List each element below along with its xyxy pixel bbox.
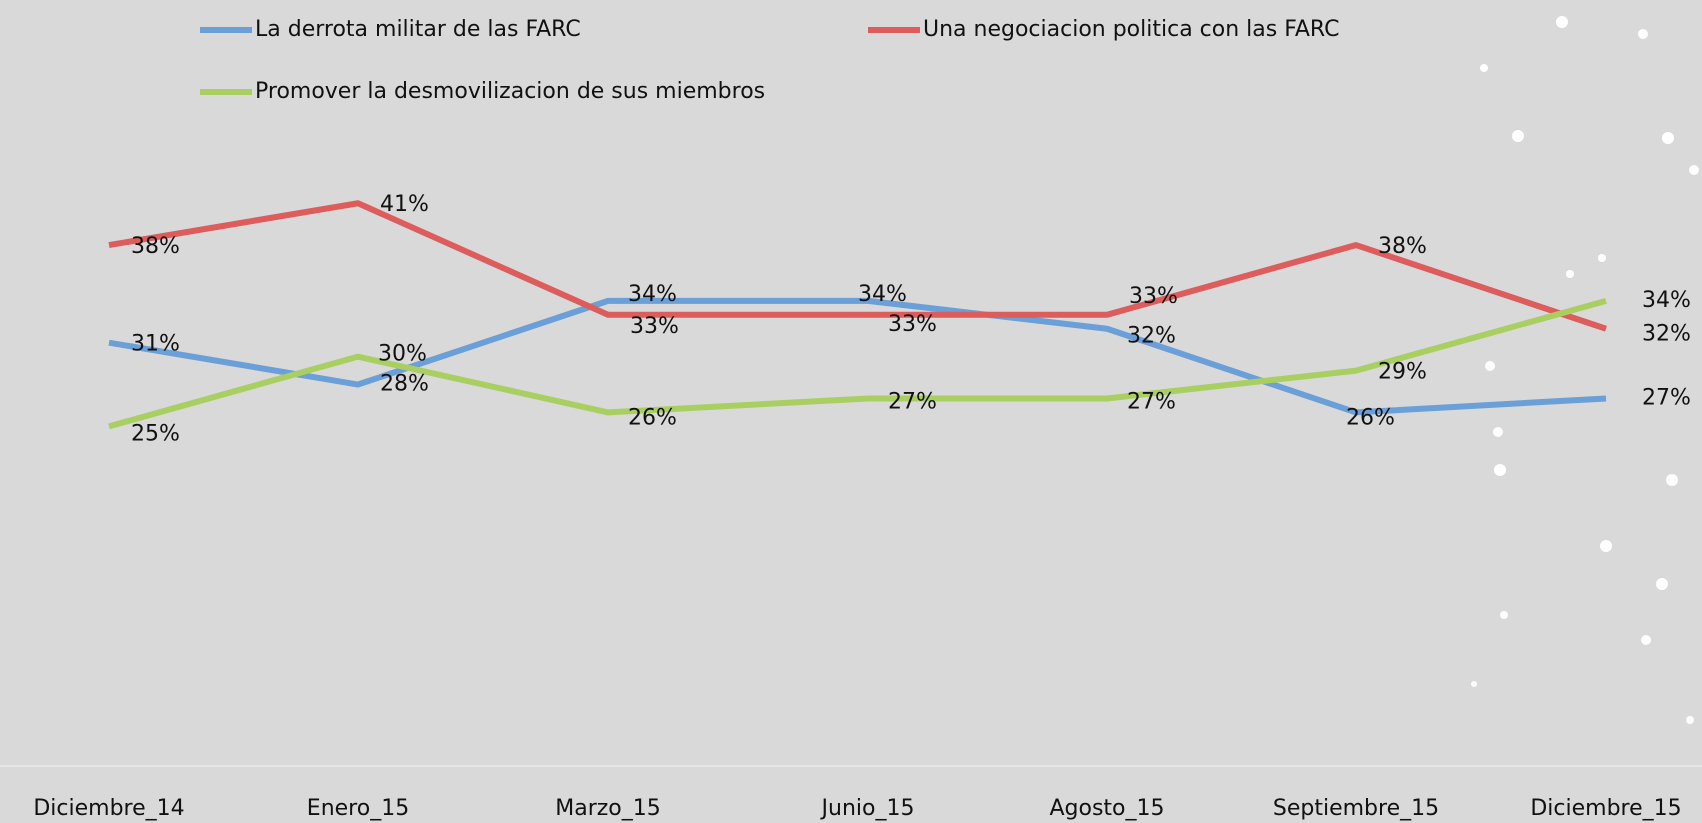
data-label: 33% bbox=[888, 312, 937, 337]
data-label: 32% bbox=[1642, 322, 1691, 347]
data-label: 31% bbox=[131, 332, 180, 357]
x-tick-label: Septiembre_15 bbox=[1273, 796, 1439, 821]
data-label: 32% bbox=[1127, 324, 1176, 349]
x-tick-label: Diciembre_14 bbox=[33, 796, 184, 821]
data-label: 27% bbox=[1642, 385, 1691, 410]
background bbox=[0, 0, 1702, 823]
x-tick-label: Junio_15 bbox=[820, 796, 915, 821]
chart: Diciembre_14 Enero_15 Marzo_15 Junio_15 Agos… bbox=[0, 0, 1702, 823]
x-tick-label: Marzo_15 bbox=[555, 796, 661, 821]
data-label: 27% bbox=[888, 389, 937, 414]
x-tick-label: Enero_15 bbox=[307, 796, 409, 821]
data-label: 38% bbox=[131, 234, 180, 259]
x-tick-label: Diciembre_15 bbox=[1530, 796, 1681, 821]
data-label: 33% bbox=[630, 314, 679, 339]
data-label: 26% bbox=[628, 405, 677, 430]
data-label: 33% bbox=[1129, 284, 1178, 309]
data-label: 38% bbox=[1378, 234, 1427, 259]
data-label: 34% bbox=[858, 282, 907, 307]
page: Diciembre_14 Enero_15 Marzo_15 Junio_15 Agos… bbox=[0, 0, 1702, 823]
x-tick-label: Agosto_15 bbox=[1049, 796, 1164, 821]
data-label: 29% bbox=[1378, 360, 1427, 385]
data-label: 27% bbox=[1127, 389, 1176, 414]
data-label: 25% bbox=[131, 421, 180, 446]
data-label: 28% bbox=[380, 372, 429, 397]
data-label: 30% bbox=[378, 342, 427, 367]
legend-label: La derrota militar de las FARC bbox=[255, 17, 581, 42]
legend-label: Promover la desmovilizacion de sus miemb… bbox=[255, 79, 765, 104]
data-label: 34% bbox=[1642, 288, 1691, 313]
data-label: 41% bbox=[380, 192, 429, 217]
legend-label: Una negociacion politica con las FARC bbox=[923, 17, 1339, 42]
data-label: 26% bbox=[1346, 405, 1395, 430]
data-label: 34% bbox=[628, 282, 677, 307]
